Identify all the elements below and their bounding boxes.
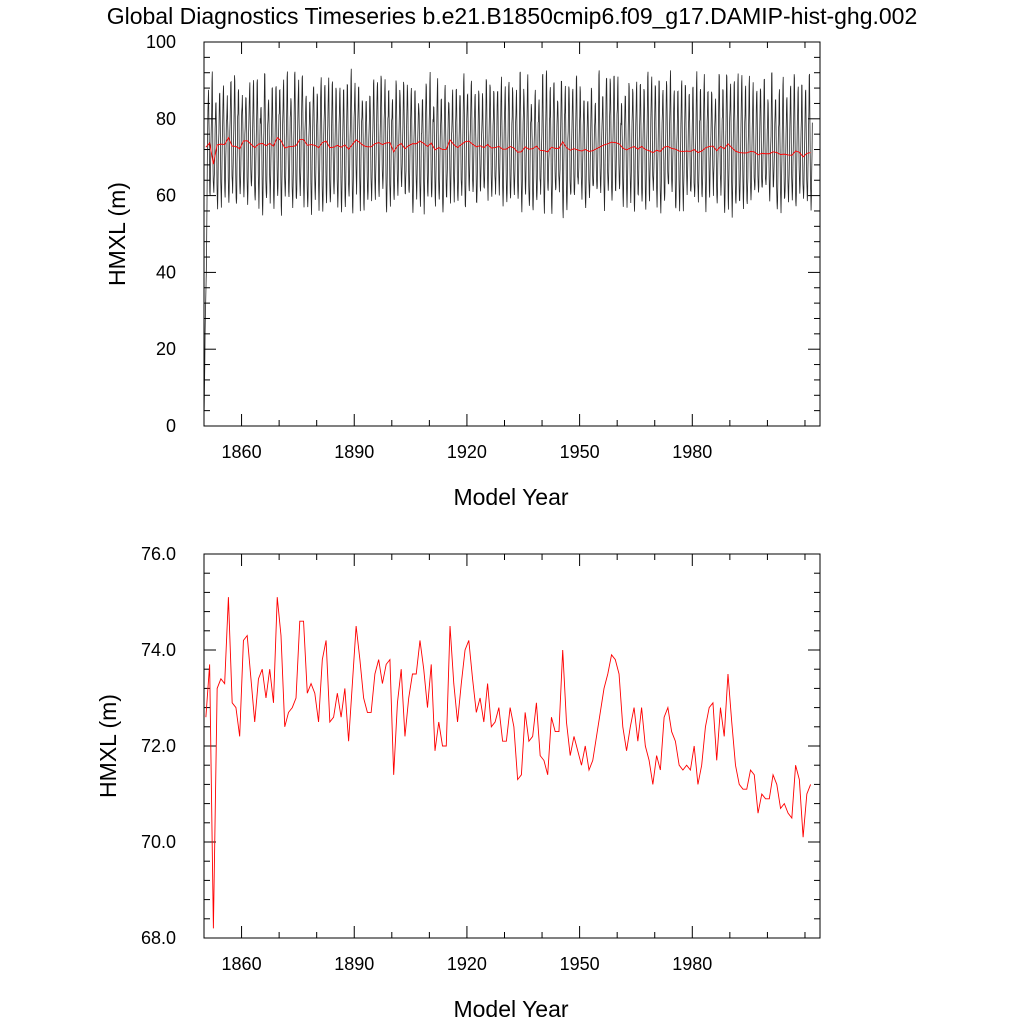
x-tick-label: 1920	[447, 442, 487, 462]
x-tick-label: 1950	[560, 442, 600, 462]
x-tick-label: 1860	[222, 442, 262, 462]
y-tick-label: 0	[166, 416, 176, 436]
y-tick-label: 76.0	[141, 544, 176, 564]
annual-mean-line-top	[205, 136, 811, 165]
monthly-series-polyline	[203, 68, 813, 411]
bottom-plot-frame	[203, 553, 821, 939]
x-tick-label: 1980	[672, 442, 712, 462]
figure-title: Global Diagnostics Timeseries b.e21.B185…	[107, 3, 918, 29]
x-tick-label: 1950	[560, 954, 600, 974]
top-x-axis-label: Model Year	[453, 484, 568, 510]
x-tick-label: 1890	[334, 954, 374, 974]
top-plot-frame	[203, 41, 821, 427]
top-tick-labels: 1860 1890 1920 1950 1980 0 20 40 60 80 100	[146, 32, 712, 462]
bottom-y-axis-label: HMXL (m)	[95, 694, 121, 798]
y-tick-label: 60	[156, 186, 176, 206]
x-tick-label: 1890	[334, 442, 374, 462]
y-tick-label: 70.0	[141, 832, 176, 852]
bottom-panel: 1860 1890 1920 1950 1980 68.0 70.0 72.0 74.0 76.0…	[95, 544, 821, 1022]
x-tick-label: 1920	[447, 954, 487, 974]
y-tick-label: 74.0	[141, 640, 176, 660]
y-tick-label: 100	[146, 32, 176, 52]
y-tick-label: 72.0	[141, 736, 176, 756]
bottom-tick-labels: 1860 1890 1920 1950 1980 68.0 70.0 72.0 74.0 76.0	[141, 544, 712, 974]
x-tick-label: 1980	[672, 954, 712, 974]
x-tick-label: 1860	[222, 954, 262, 974]
monthly-series-line	[203, 68, 813, 411]
top-y-axis-label: HMXL (m)	[104, 182, 130, 286]
bottom-tick-marks	[203, 553, 820, 939]
top-panel: 1860 1890 1920 1950 1980 0 20 40 60 80 100 Model Y…	[104, 32, 821, 510]
y-tick-label: 80	[156, 109, 176, 129]
annual-mean-line-bottom	[205, 597, 812, 929]
bottom-x-axis-label: Model Year	[453, 996, 568, 1022]
y-tick-label: 20	[156, 339, 176, 359]
y-tick-label: 68.0	[141, 928, 176, 948]
y-tick-label: 40	[156, 262, 176, 282]
